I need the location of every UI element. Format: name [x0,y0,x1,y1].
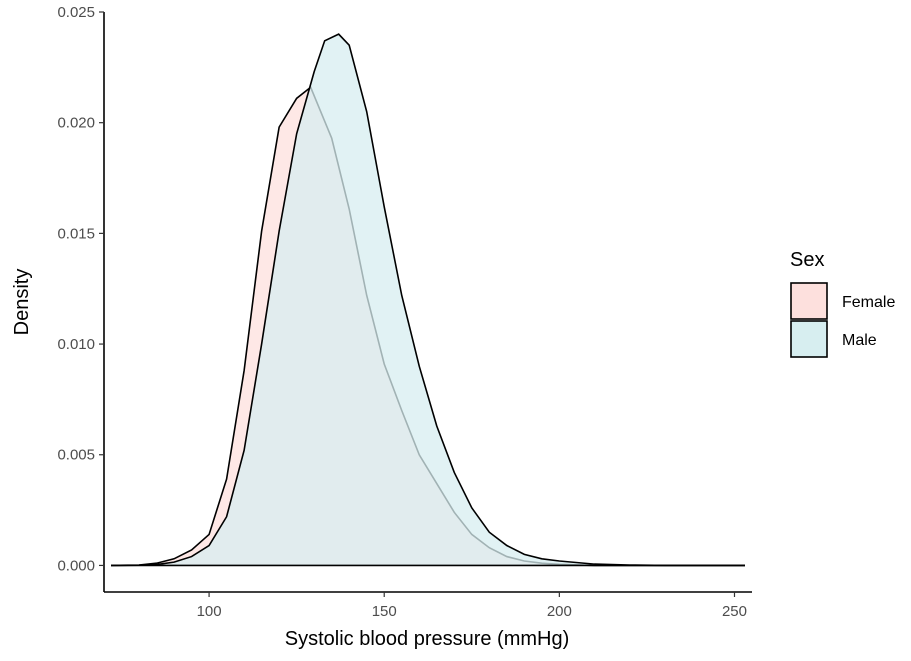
density-line-male [111,33,745,567]
legend-key-female [790,282,828,320]
x-axis-ticks: 100 150 200 250 [197,592,747,620]
legend-items: Female Male [790,282,895,358]
y-axis-ticks: 0.000 0.005 0.010 0.015 0.020 0.025 [57,4,104,574]
x-tick-label: 250 [722,603,747,620]
legend-key-male [790,320,828,358]
y-tick-label: 0.025 [57,4,95,21]
x-tick-label: 200 [547,603,572,620]
density-area-male [111,34,745,566]
y-tick-label: 0.020 [57,115,95,132]
y-axis-title: Density [11,269,33,336]
legend-title: Sex [790,249,824,271]
x-tick-label: 150 [372,603,397,620]
legend: Sex Female Male [790,249,895,358]
y-tick-label: 0.010 [57,336,95,353]
legend-label-male: Male [842,332,877,349]
x-tick-label: 100 [197,603,222,620]
x-axis-title: Systolic blood pressure (mmHg) [285,628,570,650]
y-tick-label: 0.015 [57,225,95,242]
series-layer [110,33,745,567]
y-tick-label: 0.005 [57,447,95,464]
legend-label-female: Female [842,294,895,311]
y-tick-label: 0.000 [57,557,95,574]
plot-area: 0.000 0.005 0.010 0.015 0.020 0.025 100 150 200… [57,4,752,620]
